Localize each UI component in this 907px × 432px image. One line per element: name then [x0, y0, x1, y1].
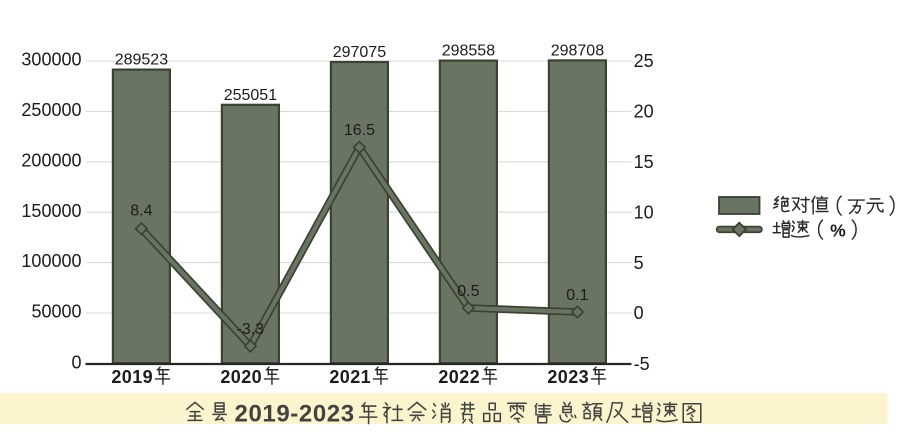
svg-text:5: 5 [634, 253, 644, 273]
svg-text:298708: 298708 [551, 42, 604, 59]
svg-text:0.5: 0.5 [457, 283, 479, 300]
svg-text:8.4: 8.4 [130, 203, 152, 220]
svg-text:25: 25 [634, 51, 654, 71]
svg-text:200000: 200000 [21, 150, 81, 170]
svg-text:255051: 255051 [224, 87, 277, 104]
svg-text:2021: 2021 [329, 367, 371, 387]
svg-text:20: 20 [634, 102, 654, 122]
svg-text:2019: 2019 [111, 367, 153, 387]
svg-text:0.1: 0.1 [566, 287, 588, 304]
svg-text:298558: 298558 [442, 43, 495, 60]
svg-text:-5: -5 [634, 354, 650, 374]
svg-text:150000: 150000 [21, 201, 81, 221]
svg-text:2022: 2022 [438, 367, 480, 387]
svg-text:250000: 250000 [21, 100, 81, 120]
svg-text:289523: 289523 [115, 52, 168, 69]
svg-text:2023: 2023 [547, 367, 589, 387]
svg-text:0: 0 [71, 353, 81, 373]
svg-text:0: 0 [634, 303, 644, 323]
svg-text:10: 10 [634, 202, 654, 222]
svg-text:2020: 2020 [220, 367, 262, 387]
svg-text:15: 15 [634, 152, 654, 172]
svg-text:%: % [830, 220, 846, 240]
svg-text:297075: 297075 [333, 44, 386, 61]
svg-text:50000: 50000 [31, 302, 81, 322]
svg-text:300000: 300000 [21, 50, 81, 70]
svg-text:100000: 100000 [21, 251, 81, 271]
svg-text:16.5: 16.5 [344, 122, 375, 139]
svg-text:-3.3: -3.3 [237, 321, 265, 338]
svg-text:2019-2023: 2019-2023 [235, 401, 355, 428]
